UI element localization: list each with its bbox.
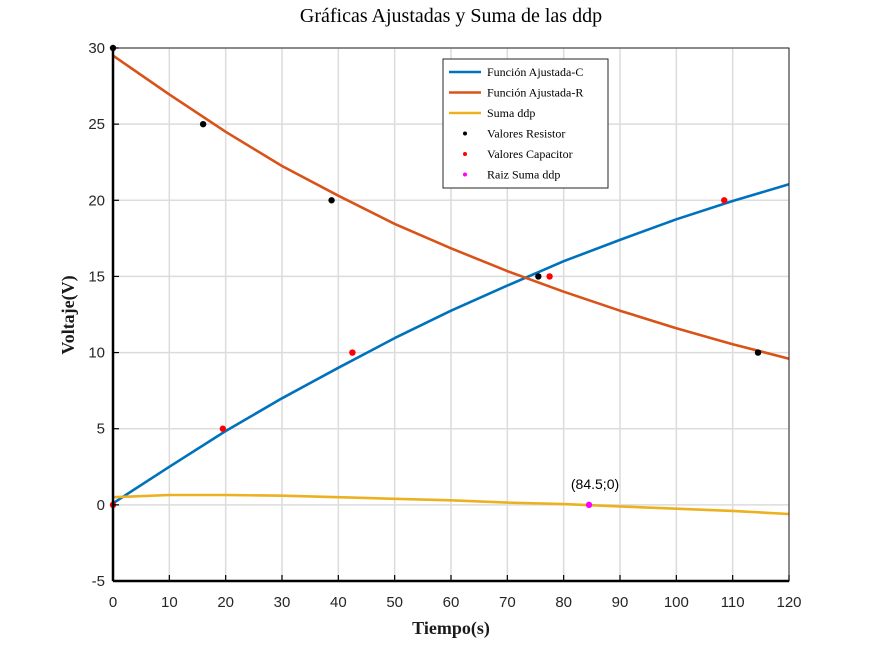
data-point [754, 349, 762, 356]
annotations: (84.5;0) [571, 476, 619, 492]
x-axis-label: Tiempo(s) [412, 618, 490, 639]
series-line [112, 493, 790, 516]
legend-swatch [463, 172, 467, 177]
y-tick-label: 30 [88, 40, 105, 57]
x-tick-label: 80 [555, 594, 572, 611]
x-tick-label: 50 [386, 594, 403, 611]
y-tick-label: 15 [88, 268, 105, 285]
y-tick-label: 20 [88, 192, 105, 209]
x-tick-label: 110 [721, 594, 745, 611]
legend-label: Suma ddp [487, 106, 535, 120]
y-tick-label: 10 [88, 345, 105, 362]
series-line [112, 183, 790, 505]
data-point [546, 273, 553, 280]
data-point [199, 120, 207, 128]
y-tick-label: 25 [88, 116, 105, 133]
legend-box [442, 58, 609, 189]
legend-label: Función Ajustada-R [487, 86, 583, 100]
series-line [112, 54, 790, 360]
legend-label: Valores Capacitor [487, 147, 573, 161]
x-tick-label: 70 [499, 594, 516, 611]
x-tick-label: 60 [443, 594, 460, 611]
data-point [219, 425, 227, 432]
legend-swatch [463, 152, 467, 156]
y-tick-label: 0 [97, 497, 105, 514]
x-tick-label: 40 [330, 594, 347, 611]
x-tick-label: 120 [776, 594, 801, 611]
legend-label: Valores Resistor [487, 127, 565, 141]
legend-label: Raiz Suma ddp [487, 168, 560, 182]
data-point [585, 501, 593, 509]
y-axis-label: Voltaje(V) [58, 275, 79, 354]
x-tick-label: 90 [612, 594, 629, 611]
series-layer [109, 44, 790, 516]
chart-title: Gráficas Ajustadas y Suma de las ddp [300, 5, 602, 27]
data-point [535, 273, 542, 280]
x-tick-label: 0 [109, 594, 117, 611]
ticks: 0 10 20 30 40 50 60 70 80 90 100 110 120-50510152025… [88, 40, 801, 611]
x-tick-label: 20 [217, 594, 234, 611]
y-tick-label: 5 [97, 421, 105, 438]
data-point [328, 197, 335, 204]
legend: Función Ajustada-C Función Ajustada-R Suma… [442, 58, 609, 189]
y-tick-label: -5 [92, 573, 105, 590]
x-tick-label: 30 [274, 594, 291, 611]
data-point [349, 349, 356, 356]
x-tick-label: 10 [161, 594, 178, 611]
annotation-label: (84.5;0) [571, 476, 619, 492]
data-point [721, 197, 728, 204]
legend-swatch [463, 131, 467, 136]
x-tick-label: 100 [664, 594, 689, 611]
legend-label: Función Ajustada-C [487, 65, 583, 79]
